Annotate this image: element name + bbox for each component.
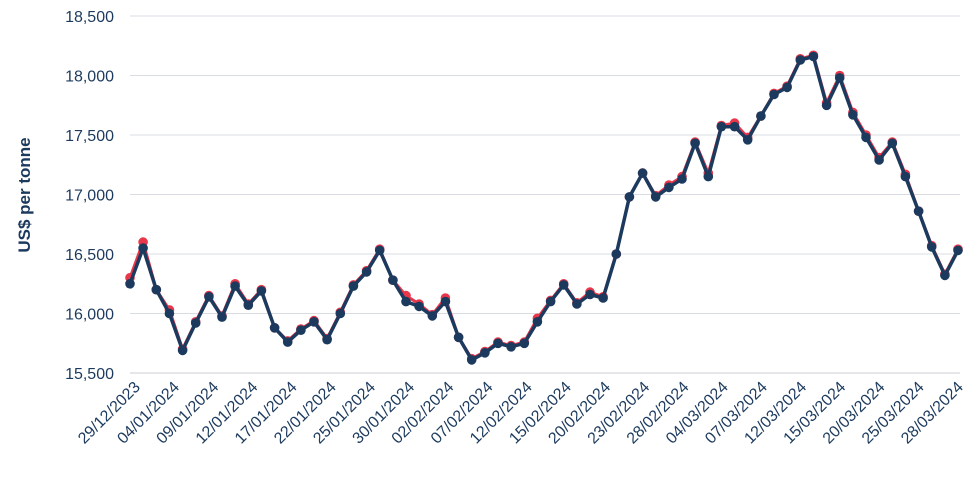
data-point [716,121,727,132]
y-axis-tick-labels: 15,500 16,000 16,500 17,000 17,500 18,000 18,5… [65,9,114,383]
data-point [637,168,648,178]
data-point [848,110,858,120]
y-tick-label: 17,000 [65,188,114,205]
data-point [598,293,608,303]
data-point [177,345,188,356]
x-axis-tick-labels: 29/12/202304/01/202409/01/202412/01/2024… [75,379,967,448]
data-point [243,300,254,311]
data-point [374,245,385,256]
data-point [361,267,372,277]
data-point [138,243,148,253]
data-point [506,342,516,352]
data-point [440,296,451,307]
data-point [874,155,884,165]
y-tick-label: 18,500 [65,9,114,26]
data-point [493,338,503,349]
data-point [217,312,227,322]
series-line [128,54,960,362]
data-point [808,51,819,62]
data-point [401,296,411,307]
data-point [388,275,398,286]
data-point [756,111,766,121]
data-point [532,317,543,327]
data-point [742,135,753,145]
data-point [769,89,779,100]
series-group [125,50,963,365]
data-point [913,206,924,216]
data-point [953,245,963,256]
y-tick-label: 16,000 [65,307,114,324]
data-point [269,323,280,333]
data-point [729,121,740,132]
data-point [690,138,700,149]
data-point [480,348,490,358]
series-2 [125,51,963,365]
data-point [204,292,214,302]
data-point [151,284,162,295]
y-tick-label: 17,500 [65,128,114,145]
data-point [821,100,832,111]
data-point [322,334,332,345]
data-point [611,249,622,259]
data-point [624,192,635,202]
data-point [125,279,135,289]
y-tick-label: 18,000 [65,69,114,86]
data-point [782,82,792,93]
data-point [572,299,582,309]
data-point [427,311,438,321]
data-point [453,332,464,343]
data-point [703,171,714,182]
data-point [664,182,674,193]
data-point [887,138,898,149]
data-point [414,301,424,312]
gridlines [130,15,960,314]
y-tick-label: 15,500 [65,366,114,383]
data-point [164,308,175,319]
data-point [190,318,201,328]
data-point [230,281,240,291]
data-point [256,286,267,296]
data-point [282,337,293,347]
data-point [861,132,871,143]
data-point [348,281,359,291]
data-point [558,280,569,290]
data-point [585,289,595,300]
data-point [296,325,306,336]
data-point [309,317,319,327]
data-point [940,270,950,281]
data-point [466,355,477,365]
y-axis-label: US$ per tonne [15,137,34,252]
data-point [900,171,911,182]
y-tick-label: 16,500 [65,247,114,264]
data-point [795,55,806,65]
data-point [926,242,937,252]
data-point [335,308,346,319]
series-1 [125,50,963,364]
data-point [650,192,661,202]
data-point [677,174,687,184]
data-point [834,73,845,83]
data-point [519,338,530,349]
data-point [545,296,556,307]
